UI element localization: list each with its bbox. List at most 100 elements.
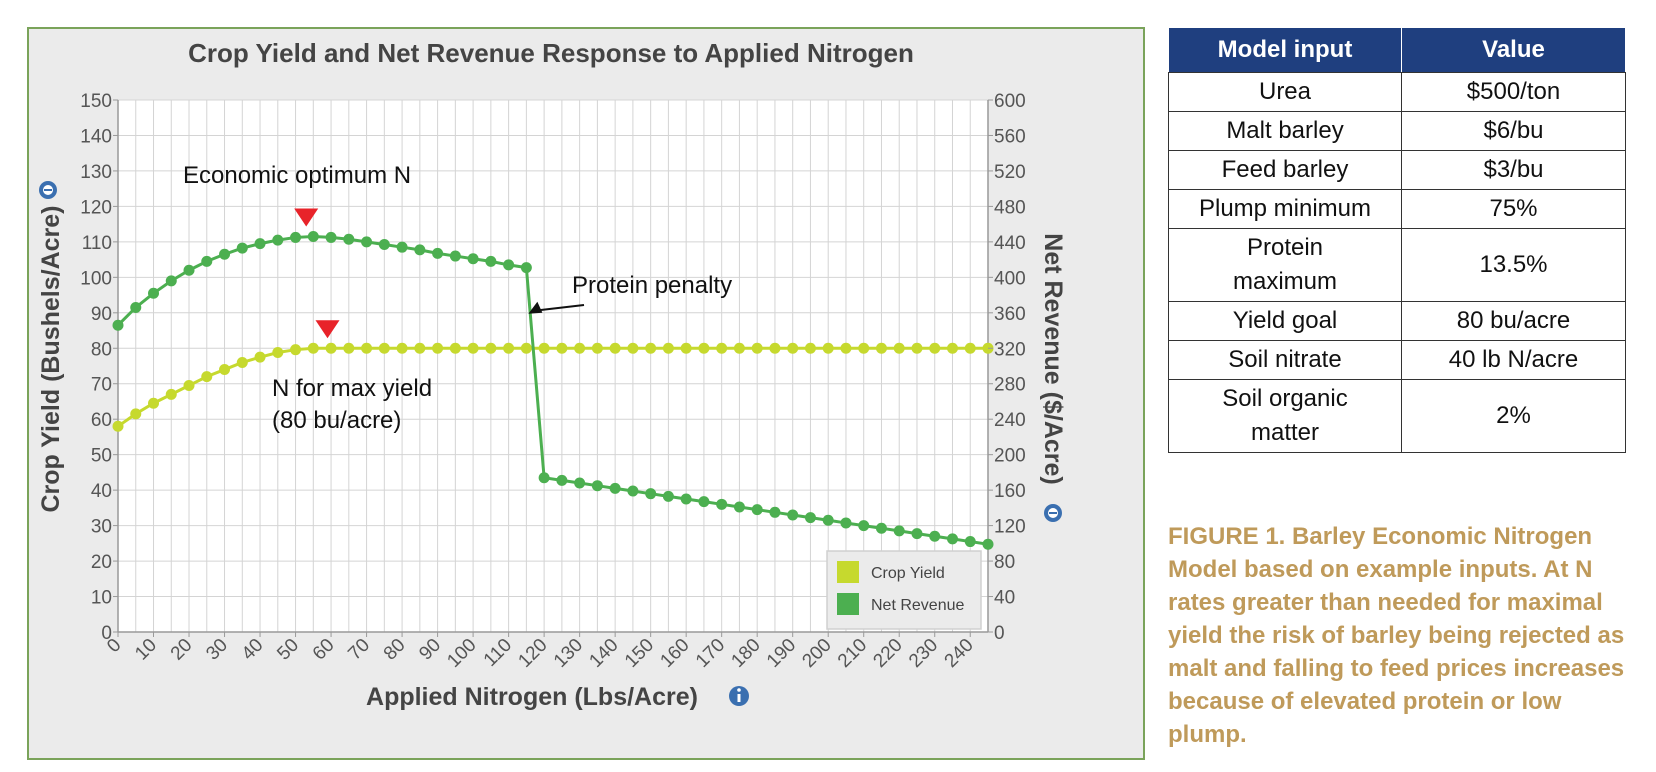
net-revenue-point bbox=[964, 536, 976, 548]
crop-yield-point bbox=[432, 342, 444, 354]
x-tick-label: 170 bbox=[692, 635, 729, 672]
y2-tick-label: 0 bbox=[994, 623, 1005, 644]
net-revenue-point bbox=[733, 501, 745, 513]
table-row: Protein maximum 13.5% bbox=[1168, 228, 1626, 302]
annotation-max-yield: N for max yield bbox=[272, 375, 432, 402]
y-tick-label: 40 bbox=[91, 481, 112, 502]
net-revenue-point bbox=[378, 239, 390, 251]
crop-yield-point bbox=[698, 342, 710, 354]
net-revenue-point bbox=[432, 247, 444, 259]
net-revenue-point bbox=[822, 514, 834, 526]
net-revenue-point bbox=[325, 231, 337, 243]
crop-yield-point bbox=[609, 342, 621, 354]
net-revenue-point bbox=[538, 472, 550, 484]
x-tick-label: 90 bbox=[415, 635, 445, 665]
annotation-max-yield-line2: (80 bu/acre) bbox=[272, 407, 401, 434]
x-tick-label: 80 bbox=[380, 635, 410, 665]
info-icon[interactable] bbox=[39, 181, 57, 199]
net-revenue-point bbox=[183, 264, 195, 276]
protein-penalty-arrow bbox=[534, 304, 585, 312]
table-cell-input: Protein maximum bbox=[1168, 228, 1402, 302]
crop-yield-point bbox=[361, 342, 373, 354]
chart-title: Crop Yield and Net Revenue Response to A… bbox=[188, 38, 914, 68]
x-tick-label: 10 bbox=[131, 635, 161, 665]
y2-tick-label: 560 bbox=[994, 126, 1026, 147]
y-tick-label: 50 bbox=[91, 446, 112, 467]
table-cell-value: $500/ton bbox=[1401, 72, 1626, 112]
crop-yield-point bbox=[556, 342, 568, 354]
crop-yield-point bbox=[751, 342, 763, 354]
crop-yield-point bbox=[112, 420, 124, 432]
y-tick-label: 130 bbox=[80, 162, 112, 183]
y-tick-label: 30 bbox=[91, 517, 112, 538]
info-icon[interactable] bbox=[729, 686, 749, 706]
net-revenue-point bbox=[858, 520, 870, 532]
net-revenue-point bbox=[272, 234, 284, 246]
net-revenue-point bbox=[201, 255, 213, 267]
crop-yield-point bbox=[290, 344, 302, 356]
crop-yield-point bbox=[485, 342, 497, 354]
chart-svg: 0102030405060708090100110120130140150040… bbox=[37, 38, 1067, 711]
net-revenue-point bbox=[929, 530, 941, 542]
grid-layer bbox=[117, 99, 989, 633]
y2-tick-label: 320 bbox=[994, 339, 1026, 360]
net-revenue-point bbox=[627, 485, 639, 497]
net-revenue-point bbox=[219, 248, 231, 260]
table-cell-value: 40 lb N/acre bbox=[1401, 340, 1626, 380]
legend-swatch-net-revenue[interactable] bbox=[837, 593, 859, 615]
crop-yield-point bbox=[627, 342, 639, 354]
x-tick-label: 240 bbox=[941, 635, 978, 672]
x-tick-label: 50 bbox=[273, 635, 303, 665]
legend-label-net-revenue[interactable]: Net Revenue bbox=[871, 597, 964, 614]
net-revenue-point bbox=[236, 242, 248, 254]
net-revenue-point bbox=[982, 538, 994, 550]
x-tick-label: 220 bbox=[869, 635, 906, 672]
model-inputs-table: Model input Value Urea $500/ton Malt barl… bbox=[1168, 27, 1626, 453]
y2-tick-label: 200 bbox=[994, 446, 1026, 467]
legend-swatch-crop-yield[interactable] bbox=[837, 561, 859, 583]
crop-yield-point bbox=[396, 342, 408, 354]
crop-yield-point bbox=[769, 342, 781, 354]
crop-yield-point bbox=[130, 408, 142, 420]
crop-yield-point bbox=[716, 342, 728, 354]
crop-yield-point bbox=[929, 342, 941, 354]
y2-tick-label: 240 bbox=[994, 410, 1026, 431]
crop-yield-point bbox=[201, 371, 213, 383]
net-revenue-point bbox=[520, 262, 532, 274]
crop-yield-point bbox=[538, 342, 550, 354]
y-tick-label: 10 bbox=[91, 588, 112, 609]
y2-tick-label: 80 bbox=[994, 552, 1015, 573]
table-cell-input: Soil nitrate bbox=[1168, 340, 1402, 380]
net-revenue-point bbox=[148, 287, 160, 299]
info-icon[interactable] bbox=[1044, 504, 1062, 522]
net-revenue-point bbox=[591, 480, 603, 492]
crop-yield-point bbox=[662, 342, 674, 354]
crop-yield-point bbox=[645, 342, 657, 354]
y-tick-label: 110 bbox=[82, 233, 112, 254]
annotation-layer: Economic optimum N N for max yield (80 bu/… bbox=[183, 162, 732, 434]
figure-caption: FIGURE 1. Barley Economic Nitrogen Model… bbox=[1168, 523, 1625, 748]
table-cell-input: Yield goal bbox=[1168, 301, 1402, 341]
crop-yield-point bbox=[467, 342, 479, 354]
crop-yield-point bbox=[911, 342, 923, 354]
net-revenue-point bbox=[946, 533, 958, 545]
x-tick-label: 180 bbox=[727, 635, 764, 672]
net-revenue-point bbox=[130, 301, 142, 313]
crop-yield-point bbox=[733, 342, 745, 354]
table-row: Urea $500/ton bbox=[1168, 72, 1626, 112]
crop-yield-point bbox=[165, 388, 177, 400]
y-tick-label: 150 bbox=[80, 91, 112, 112]
net-revenue-point bbox=[716, 498, 728, 510]
x-tick-label: 160 bbox=[656, 635, 693, 672]
net-revenue-point bbox=[769, 506, 781, 518]
x-axis-title: Applied Nitrogen (Lbs/Acre) bbox=[366, 683, 698, 711]
table-cell-input: Soil organic matter bbox=[1168, 379, 1402, 453]
net-revenue-point bbox=[680, 493, 692, 505]
x-tick-label: 200 bbox=[798, 635, 835, 672]
net-revenue-point bbox=[804, 512, 816, 524]
crop-yield-point bbox=[946, 342, 958, 354]
y2-tick-label: 280 bbox=[994, 375, 1026, 396]
crop-yield-point bbox=[449, 342, 461, 354]
x-tick-label: 30 bbox=[202, 635, 232, 665]
legend-label-crop-yield[interactable]: Crop Yield bbox=[871, 565, 945, 582]
